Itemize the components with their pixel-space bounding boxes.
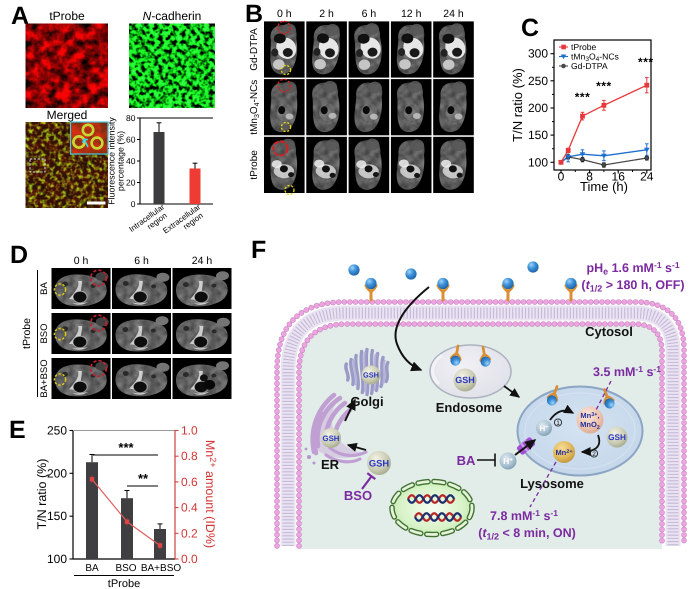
svg-text:N-cadherin: N-cadherin: [143, 9, 202, 23]
svg-text:Gd-DTPA: Gd-DTPA: [571, 61, 608, 71]
svg-text:tMn3O4-NCs: tMn3O4-NCs: [249, 80, 261, 135]
svg-text:***: ***: [596, 79, 612, 93]
svg-text:250: 250: [47, 424, 67, 438]
svg-text:6 h: 6 h: [134, 255, 149, 267]
svg-text:pHe 1.6 mM-1​ s-1​: pHe 1.6 mM-1​ s-1​: [586, 260, 679, 277]
svg-text:tProbe: tProbe: [571, 42, 597, 52]
svg-text:0.2: 0.2: [181, 526, 198, 540]
svg-text:C: C: [521, 14, 539, 42]
svg-text:A: A: [11, 2, 29, 30]
svg-text:12 h: 12 h: [401, 8, 422, 20]
svg-text:40: 40: [126, 156, 136, 166]
svg-text:Mn3+,: Mn3+,: [580, 411, 599, 420]
svg-text:tProbe: tProbe: [249, 150, 260, 180]
svg-text:20: 20: [126, 178, 136, 188]
svg-text:100: 100: [47, 552, 67, 566]
svg-text:GSH: GSH: [455, 375, 475, 385]
svg-text:Lysosome: Lysosome: [520, 476, 584, 491]
svg-text:GSH: GSH: [363, 371, 379, 380]
svg-text:percentage (%): percentage (%): [116, 131, 126, 191]
svg-text:100: 100: [528, 155, 548, 169]
svg-text:Endosome: Endosome: [436, 400, 502, 415]
svg-text:7.8 mM-1​ s-1​: 7.8 mM-1​ s-1​: [490, 508, 558, 523]
svg-text:MnO2: MnO2: [580, 420, 600, 431]
svg-text:(t1/2 < 8 min, ON): (t1/2 < 8 min, ON): [478, 526, 576, 542]
svg-text:2: 2: [592, 451, 596, 458]
svg-text:***: ***: [575, 90, 591, 104]
svg-text:Mn2+ amount (ID%): Mn2+ amount (ID%): [203, 440, 218, 548]
svg-text:250: 250: [528, 74, 548, 88]
svg-text:1: 1: [556, 420, 560, 427]
svg-text:24: 24: [640, 170, 654, 184]
svg-text:300: 300: [528, 47, 548, 61]
svg-text:(t1/2 > 180 h, OFF): (t1/2 > 180 h, OFF): [581, 278, 684, 294]
svg-text:150: 150: [528, 128, 548, 142]
svg-text:***: ***: [118, 440, 134, 455]
svg-text:***: ***: [638, 55, 654, 69]
svg-text:T/N ratio (%): T/N ratio (%): [510, 68, 525, 142]
svg-text:BSO: BSO: [39, 323, 50, 343]
svg-text:tProbe: tProbe: [21, 318, 33, 349]
svg-text:tProbe: tProbe: [49, 9, 85, 23]
svg-text:Cytosol: Cytosol: [585, 324, 633, 339]
svg-text:Merged: Merged: [47, 108, 88, 122]
svg-text:Time (h): Time (h): [580, 179, 628, 194]
svg-text:D: D: [10, 241, 28, 269]
svg-text:3.5 mM-1​ s-1​: 3.5 mM-1​ s-1​: [593, 364, 661, 379]
svg-text:24 h: 24 h: [443, 8, 464, 20]
svg-text:B: B: [245, 0, 263, 28]
svg-text:16: 16: [612, 170, 626, 184]
svg-text:Mn2+: Mn2+: [555, 448, 572, 457]
svg-text:0 h: 0 h: [277, 8, 292, 20]
svg-text:0.4: 0.4: [181, 501, 198, 515]
svg-text:0.0: 0.0: [181, 552, 198, 566]
svg-text:E: E: [9, 416, 26, 444]
svg-text:200: 200: [528, 101, 548, 115]
svg-text:Golgi: Golgi: [350, 394, 383, 409]
svg-text:F: F: [251, 236, 266, 264]
svg-text:0: 0: [131, 199, 136, 209]
svg-text:BA: BA: [457, 453, 476, 468]
svg-text:200: 200: [47, 466, 67, 480]
svg-text:150: 150: [47, 509, 67, 523]
svg-text:BSO: BSO: [115, 563, 136, 574]
svg-text:Gd-DTPA: Gd-DTPA: [249, 28, 260, 71]
svg-text:6 h: 6 h: [362, 8, 377, 20]
svg-text:2 h: 2 h: [319, 8, 334, 20]
svg-text:tProbe: tProbe: [108, 578, 140, 589]
svg-text:H+: H+: [540, 424, 549, 433]
svg-text:BA+BSO: BA+BSO: [141, 563, 182, 574]
svg-text:GSH: GSH: [323, 434, 340, 443]
svg-text:Fluorescence intensity: Fluorescence intensity: [107, 117, 117, 205]
svg-text:ER: ER: [321, 457, 340, 472]
svg-text:BA+BSO: BA+BSO: [39, 359, 50, 397]
svg-text:8: 8: [586, 170, 593, 184]
svg-text:T/N ratio (%): T/N ratio (%): [35, 459, 49, 530]
svg-text:1.0: 1.0: [181, 424, 198, 438]
svg-text:0.8: 0.8: [181, 449, 198, 463]
svg-text:GSH: GSH: [608, 433, 626, 442]
svg-text:BA: BA: [85, 563, 99, 574]
svg-text:**: **: [138, 471, 149, 486]
svg-text:24 h: 24 h: [192, 255, 213, 267]
svg-text:0.6: 0.6: [181, 475, 198, 489]
svg-text:H+: H+: [503, 456, 513, 466]
svg-text:BA: BA: [39, 282, 50, 295]
svg-text:BSO: BSO: [344, 488, 372, 503]
svg-text:80: 80: [126, 113, 136, 123]
svg-text:tMn3O4-NCs: tMn3O4-NCs: [571, 52, 619, 64]
svg-text:0 h: 0 h: [74, 255, 89, 267]
svg-text:GSH: GSH: [369, 457, 390, 468]
svg-text:60: 60: [126, 135, 136, 145]
svg-text:0: 0: [558, 170, 565, 184]
